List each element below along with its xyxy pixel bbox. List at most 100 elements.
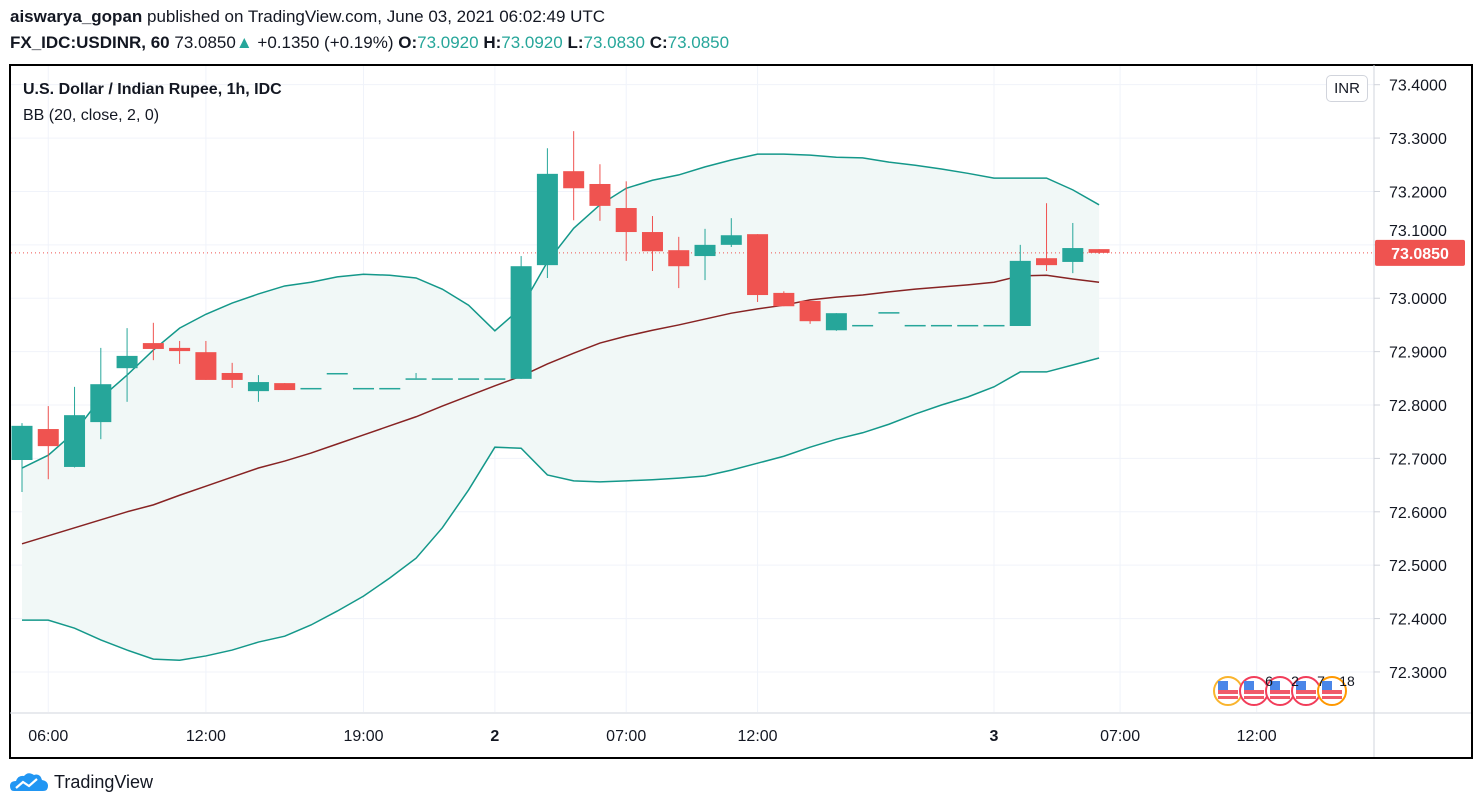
candle-up bbox=[825, 313, 847, 331]
x-tick-label: 12:00 bbox=[1237, 728, 1277, 745]
chart-title: U.S. Dollar / Indian Rupee, 1h, IDC bbox=[23, 81, 282, 98]
bollinger-lower-line bbox=[22, 357, 1100, 661]
event-flag-us[interactable] bbox=[1265, 676, 1295, 706]
candle-up bbox=[458, 378, 480, 380]
open-value: 73.0920 bbox=[417, 33, 479, 52]
footer-brand[interactable]: TradingView bbox=[10, 771, 153, 793]
tradingview-logo-icon bbox=[10, 773, 48, 791]
candle-up bbox=[247, 382, 269, 392]
candle-up bbox=[431, 378, 453, 380]
low-value: 73.0830 bbox=[583, 33, 645, 52]
y-tick-label: 73.2000 bbox=[1389, 184, 1447, 201]
us-flag-stripe bbox=[1322, 696, 1342, 699]
candle-down bbox=[615, 208, 637, 233]
candle-up bbox=[983, 324, 1005, 327]
candle-up bbox=[1009, 260, 1031, 327]
symbol: FX_IDC:USDINR, 60 bbox=[10, 33, 170, 52]
open-label: O: bbox=[398, 33, 418, 52]
us-flag-stripe bbox=[1244, 696, 1264, 699]
candle-down bbox=[668, 250, 690, 267]
candle-up bbox=[64, 415, 86, 467]
us-flag-icon bbox=[1296, 690, 1316, 694]
us-flag-stripe bbox=[1296, 696, 1316, 699]
last-price-label: 73.0850 bbox=[1391, 246, 1449, 263]
us-flag-icon bbox=[1322, 690, 1342, 694]
x-tick-label: 07:00 bbox=[1100, 728, 1140, 745]
up-arrow-icon: ▲ bbox=[235, 33, 253, 52]
candle-down bbox=[195, 352, 217, 380]
y-tick-label: 72.8000 bbox=[1389, 398, 1447, 415]
candle-down bbox=[221, 372, 243, 380]
x-tick-label: 2 bbox=[490, 728, 499, 745]
indicator-label[interactable]: BB (20, close, 2, 0) bbox=[23, 107, 160, 124]
candle-down bbox=[799, 300, 821, 322]
us-flag-canton bbox=[1270, 681, 1280, 690]
candle-up bbox=[300, 387, 322, 390]
y-tick-label: 72.5000 bbox=[1389, 558, 1447, 575]
candle-up bbox=[1062, 248, 1084, 262]
candle-up bbox=[90, 384, 112, 423]
low-label: L: bbox=[567, 33, 584, 52]
candle-down bbox=[1036, 258, 1058, 266]
candle-up bbox=[930, 324, 952, 327]
x-tick-label: 3 bbox=[990, 728, 999, 745]
x-tick-label: 19:00 bbox=[343, 728, 383, 745]
event-count: 18 bbox=[1339, 673, 1355, 689]
candle-up bbox=[405, 378, 427, 380]
candle-up bbox=[904, 324, 926, 327]
candle-up bbox=[694, 244, 716, 257]
bollinger-basis-line bbox=[21, 274, 1100, 545]
us-flag-icon bbox=[1270, 690, 1290, 694]
candle-down bbox=[1088, 249, 1110, 253]
y-tick-label: 72.3000 bbox=[1389, 665, 1447, 682]
event-flag-us[interactable] bbox=[1239, 676, 1269, 706]
candle-down bbox=[747, 234, 769, 296]
y-tick-label: 73.1000 bbox=[1389, 223, 1447, 240]
candle-down bbox=[37, 429, 59, 447]
candle-down bbox=[274, 383, 296, 391]
bollinger-band-fill bbox=[22, 154, 1100, 661]
y-tick-label: 73.4000 bbox=[1389, 78, 1447, 95]
candle-down bbox=[169, 347, 191, 352]
currency-badge[interactable]: INR bbox=[1326, 75, 1368, 102]
close-label: C: bbox=[649, 33, 668, 52]
candle-down bbox=[563, 171, 585, 189]
symbol-info: FX_IDC:USDINR, 60 73.0850▲ +0.1350 (+0.1… bbox=[10, 33, 729, 53]
candle-down bbox=[589, 183, 611, 206]
y-tick-label: 72.6000 bbox=[1389, 505, 1447, 522]
candle-down bbox=[773, 292, 795, 307]
event-flag-us[interactable] bbox=[1317, 676, 1347, 706]
candle-up bbox=[326, 372, 348, 375]
event-count: 2 bbox=[1291, 673, 1299, 689]
event-flag-us[interactable] bbox=[1213, 676, 1243, 706]
chart-pane[interactable] bbox=[9, 64, 1473, 759]
x-tick-label: 12:00 bbox=[738, 728, 778, 745]
candle-up bbox=[957, 324, 979, 327]
us-flag-icon bbox=[1218, 690, 1238, 694]
us-flag-stripe bbox=[1218, 696, 1238, 699]
candle-up bbox=[353, 387, 375, 390]
us-flag-icon bbox=[1244, 690, 1264, 694]
last-price-badge bbox=[1375, 239, 1465, 266]
x-tick-label: 06:00 bbox=[28, 728, 68, 745]
bollinger-upper-line bbox=[21, 153, 1100, 469]
candle-up bbox=[11, 425, 33, 461]
last-value: 73.0850 bbox=[174, 33, 236, 52]
publish-info: aiswarya_gopan published on TradingView.… bbox=[10, 7, 605, 27]
x-tick-label: 07:00 bbox=[606, 728, 646, 745]
candle-down bbox=[641, 232, 663, 252]
high-value: 73.0920 bbox=[501, 33, 563, 52]
candle-up bbox=[116, 355, 138, 369]
y-tick-label: 72.4000 bbox=[1389, 612, 1447, 629]
us-flag-canton bbox=[1322, 681, 1332, 690]
close-value: 73.0850 bbox=[667, 33, 730, 52]
us-flag-canton bbox=[1296, 681, 1306, 690]
author-link[interactable]: aiswarya_gopan bbox=[10, 7, 143, 26]
candle-up bbox=[379, 387, 401, 390]
us-flag-canton bbox=[1218, 681, 1228, 690]
high-label: H: bbox=[483, 33, 502, 52]
candle-up bbox=[852, 324, 874, 327]
event-count: 6 bbox=[1265, 673, 1273, 689]
candle-up bbox=[878, 312, 900, 314]
